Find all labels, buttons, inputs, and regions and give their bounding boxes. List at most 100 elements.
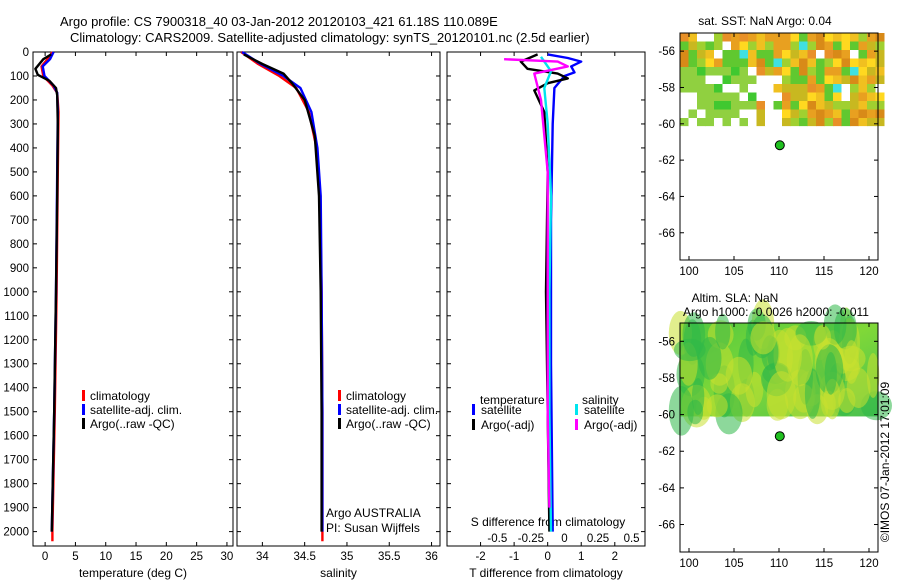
map-cell	[705, 118, 715, 127]
y-tick-label: 1300	[3, 359, 29, 371]
legend-label: Argo(..raw -QC)	[346, 417, 431, 431]
map-cell	[714, 67, 723, 76]
map-cell	[841, 92, 851, 102]
map-cell	[816, 92, 825, 102]
legend-group-label: salinity	[582, 393, 619, 407]
map-cell	[697, 58, 706, 68]
map-cell	[765, 109, 774, 119]
map-cell	[867, 41, 876, 51]
map-cell	[714, 33, 723, 42]
map-cell	[756, 58, 766, 68]
y-tick-label: 300	[10, 119, 29, 131]
legend-group-label: temperature	[480, 393, 545, 407]
x-tick-label: 115	[815, 558, 833, 570]
map-cell	[714, 92, 723, 102]
map-cell	[688, 58, 698, 68]
map-blob	[786, 334, 813, 387]
y-tick-label: 1700	[3, 455, 29, 467]
map-cell	[731, 109, 740, 119]
legend-swatch	[575, 404, 578, 415]
map-cell	[790, 33, 800, 42]
map-cell	[722, 33, 732, 42]
map-cell	[739, 50, 749, 59]
map-blob	[766, 371, 797, 420]
map-cell	[697, 33, 706, 42]
map-cell	[875, 101, 885, 110]
map-cell	[756, 75, 766, 85]
map-cell	[731, 101, 740, 110]
y-tick-label: -66	[658, 520, 675, 532]
map-cell	[833, 109, 842, 119]
series-line-satellite	[540, 56, 553, 532]
x-tick-label: 120	[859, 558, 878, 570]
legend-label: Argo(..raw -QC)	[90, 417, 175, 431]
y-tick-label: -56	[658, 46, 675, 58]
x-tick-label: 15	[130, 551, 143, 563]
y-tick-label: 0	[23, 47, 29, 59]
legend-swatch	[82, 404, 85, 415]
y-tick-label: -64	[658, 483, 675, 495]
x-tick-label: 120	[859, 266, 878, 278]
map-cell	[850, 109, 859, 119]
map-cell	[731, 33, 740, 42]
map-cell	[773, 101, 783, 110]
map-cell	[841, 101, 851, 110]
map-cell	[799, 41, 808, 51]
map-cell	[782, 75, 791, 85]
legend-label: climatology	[90, 389, 150, 403]
series-line-argo-adj-	[504, 58, 569, 508]
map-cell	[867, 118, 876, 127]
map-cell	[858, 118, 868, 127]
map-cell	[824, 50, 834, 59]
legend-label: Argo(-adj)	[481, 418, 534, 432]
map-cell	[722, 75, 732, 85]
map-cell	[688, 92, 698, 102]
x-top-tick-label: 0	[561, 533, 567, 545]
map-cell	[807, 41, 817, 51]
map-cell	[748, 41, 757, 51]
series-line-climatology	[240, 51, 324, 542]
map-cell	[731, 67, 740, 76]
map-cell	[824, 101, 834, 110]
map-cell	[739, 33, 749, 42]
y-tick-label: -66	[658, 228, 675, 240]
map-cell	[705, 84, 715, 93]
map-cell	[807, 92, 817, 102]
map-cell	[765, 41, 774, 51]
map-cell	[765, 75, 774, 85]
map-cell	[875, 33, 885, 42]
map-cell	[748, 50, 757, 59]
map-cell	[688, 109, 698, 119]
map-cell	[731, 75, 740, 85]
map-cell	[841, 75, 851, 85]
figure-title-line2: Climatology: CARS2009. Satellite-adjuste…	[70, 30, 590, 45]
map-cell	[841, 109, 851, 119]
map-cell	[731, 58, 740, 68]
map-cell	[688, 33, 698, 42]
map-cell	[722, 109, 732, 119]
map-cell	[850, 41, 859, 51]
map-cell	[875, 58, 885, 68]
panel-frame	[32, 51, 234, 547]
y-tick-label: -58	[658, 82, 675, 94]
map-cell	[790, 50, 800, 59]
map-cell	[748, 101, 757, 110]
legend-label: Argo(-adj)	[584, 418, 637, 432]
map-cell	[773, 50, 783, 59]
map-cell	[688, 75, 698, 85]
legend-label: satellite	[584, 403, 625, 417]
map-blob	[710, 373, 728, 394]
map-cell	[807, 118, 817, 127]
map-cell	[807, 33, 817, 42]
x-tick-label: 10	[99, 551, 112, 563]
series-line-argo-raw-qc-	[34, 53, 59, 532]
map-cell	[858, 92, 868, 102]
map-cell	[688, 101, 698, 110]
x-top-tick-label: 0.25	[587, 533, 609, 545]
y-tick-label: 400	[10, 143, 29, 155]
y-tick-label: 800	[10, 239, 29, 251]
map-cell	[697, 118, 706, 127]
map-blob	[706, 394, 728, 418]
map-cell	[824, 58, 834, 68]
